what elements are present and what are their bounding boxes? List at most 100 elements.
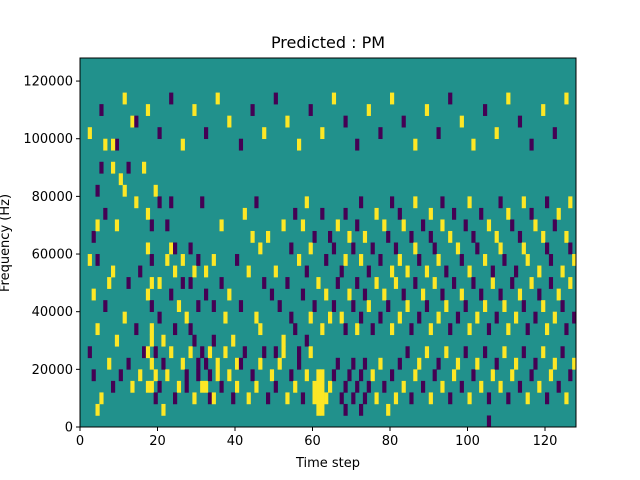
heatmap-cell xyxy=(459,380,464,393)
heatmap-cell xyxy=(401,219,406,232)
heatmap-cell xyxy=(157,127,162,140)
x-axis: 0 20 40 60 80 100 120 xyxy=(76,427,558,449)
heatmap-cell xyxy=(514,357,519,370)
heatmap-cell xyxy=(269,369,275,382)
heatmap-cell xyxy=(176,300,182,312)
heatmap-cell xyxy=(149,254,154,266)
y-tick-label: 80000 xyxy=(32,190,73,205)
heatmap-cell xyxy=(525,254,530,266)
heatmap-cell xyxy=(231,334,236,347)
heatmap-cell xyxy=(103,138,108,151)
heatmap-cell xyxy=(440,196,445,209)
heatmap-cell xyxy=(207,392,213,405)
heatmap-cell xyxy=(390,369,395,382)
heatmap-cell xyxy=(517,380,523,393)
heatmap-cell xyxy=(176,380,182,393)
heatmap-cell xyxy=(436,357,441,370)
heatmap-cell xyxy=(184,380,189,393)
heatmap-cell xyxy=(219,380,224,393)
heatmap-cell xyxy=(343,403,348,416)
heatmap-cell xyxy=(297,346,302,359)
heatmap-cell xyxy=(502,346,507,359)
x-axis-label: Time step xyxy=(295,456,360,471)
heatmap-cell xyxy=(320,127,325,140)
heatmap-cell xyxy=(293,207,298,220)
heatmap-cell xyxy=(328,230,333,243)
x-tick-label: 120 xyxy=(533,434,558,449)
heatmap-cell xyxy=(134,323,139,336)
heatmap-cell xyxy=(502,300,507,312)
x-tick-label: 40 xyxy=(227,434,244,449)
heatmap-cell xyxy=(556,380,561,393)
heatmap-cell xyxy=(204,127,209,140)
heatmap-cell xyxy=(440,380,445,393)
heatmap-cell xyxy=(483,300,488,312)
heatmap-cell xyxy=(362,392,368,405)
heatmap-cell xyxy=(196,300,201,312)
heatmap-cell xyxy=(207,369,213,382)
heatmap-cell xyxy=(362,357,368,370)
heatmap-cell xyxy=(308,242,313,255)
heatmap-cell xyxy=(424,346,430,359)
heatmap-cell xyxy=(436,254,441,266)
heatmap-cell xyxy=(428,392,433,405)
heatmap-cell xyxy=(378,127,383,140)
heatmap-cell xyxy=(556,207,561,220)
heatmap-cell xyxy=(95,323,100,336)
heatmap-cell xyxy=(428,230,433,243)
heatmap-cell xyxy=(421,288,426,301)
heatmap-cell xyxy=(359,369,364,382)
heatmap-cell xyxy=(390,196,395,209)
heatmap-cell xyxy=(448,230,453,243)
heatmap-cell xyxy=(180,254,185,266)
heatmap-cell xyxy=(289,369,294,382)
heatmap-cell xyxy=(479,288,484,301)
heatmap-cell xyxy=(382,380,387,393)
heatmap-cell xyxy=(347,230,352,243)
heatmap-cell xyxy=(285,115,290,128)
heatmap-cell xyxy=(510,219,515,232)
heatmap-cell xyxy=(351,392,356,405)
heatmap-cell xyxy=(246,392,251,405)
heatmap-cell xyxy=(436,127,441,140)
heatmap-cell xyxy=(537,265,542,278)
heatmap-cell xyxy=(328,311,333,324)
plot-area xyxy=(80,58,577,428)
heatmap-cell xyxy=(153,392,158,405)
heatmap-cell xyxy=(339,311,344,324)
heatmap-cell xyxy=(238,357,244,370)
heatmap-cell xyxy=(173,265,178,278)
heatmap-cell xyxy=(192,265,197,278)
heatmap-cell xyxy=(374,277,379,289)
heatmap-cell xyxy=(560,346,565,359)
heatmap-cell xyxy=(293,323,298,336)
heatmap-cell xyxy=(165,254,170,266)
x-tick-label: 80 xyxy=(382,434,399,449)
heatmap-cell xyxy=(370,369,375,382)
heatmap-cell xyxy=(397,207,402,220)
heatmap-cell xyxy=(87,127,92,140)
heatmap-cell xyxy=(149,323,154,336)
heatmap-cell xyxy=(351,300,356,312)
heatmap-cell xyxy=(103,300,108,312)
heatmap-cell xyxy=(382,288,387,301)
heatmap-cell xyxy=(455,357,461,370)
heatmap-cell xyxy=(235,254,240,266)
heatmap-cell xyxy=(138,369,143,382)
heatmap-cell xyxy=(211,392,216,405)
heatmap-cell xyxy=(366,104,371,116)
heatmap-cell xyxy=(126,277,131,289)
heatmap-cell xyxy=(258,357,263,370)
heatmap-cell xyxy=(362,230,368,243)
heatmap-cell xyxy=(254,380,259,393)
heatmap-cell xyxy=(413,369,418,382)
heatmap-cell xyxy=(273,346,278,359)
heatmap-cell xyxy=(545,196,550,209)
heatmap-cell xyxy=(122,311,127,324)
heatmap-cell xyxy=(95,184,100,197)
heatmap-cell xyxy=(145,288,151,301)
heatmap-cell xyxy=(545,323,550,336)
heatmap-cell xyxy=(188,346,193,359)
heatmap-cell xyxy=(134,196,139,209)
heatmap-cell xyxy=(153,184,158,197)
